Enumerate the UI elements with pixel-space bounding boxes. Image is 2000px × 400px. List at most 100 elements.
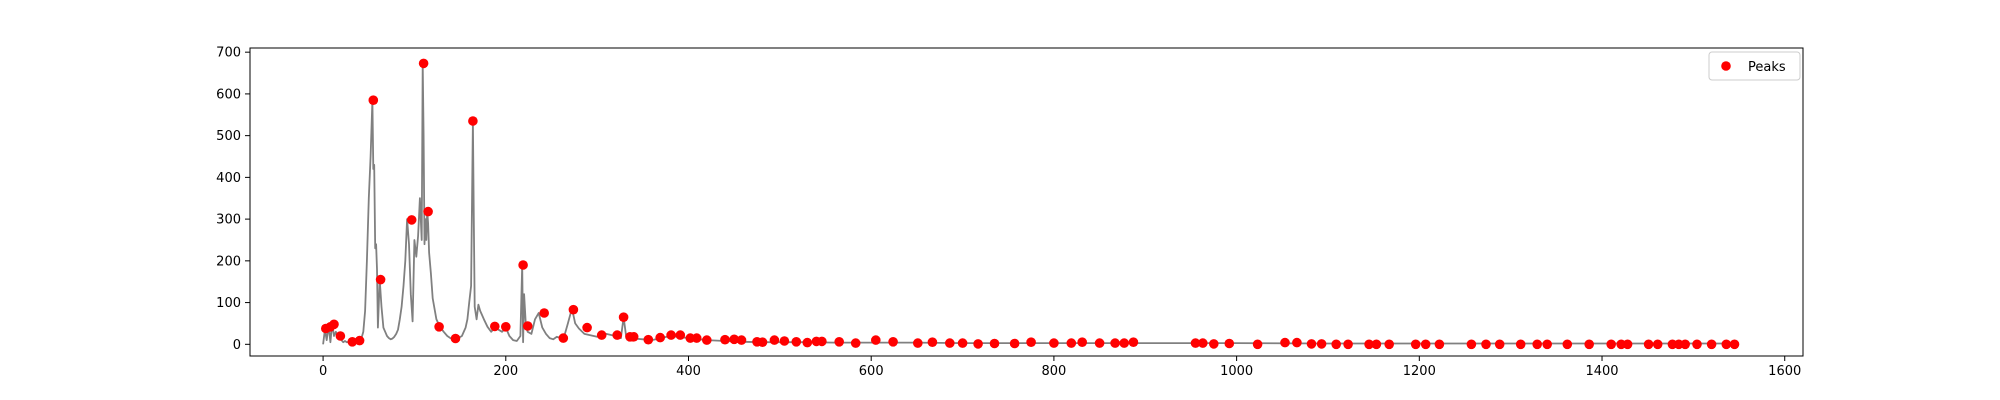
- peak-point: [1643, 339, 1654, 350]
- peak-point: [1420, 339, 1431, 350]
- peak-point: [1119, 338, 1129, 348]
- y-tick-label: 700: [216, 46, 241, 61]
- peak-point: [539, 308, 549, 318]
- peak-point: [490, 321, 500, 332]
- peak-point: [945, 338, 955, 348]
- peak-point: [1371, 339, 1382, 350]
- peak-point: [1316, 339, 1327, 349]
- peak-point: [643, 334, 654, 345]
- peak-point: [1410, 339, 1421, 350]
- x-tick-label: 0: [319, 364, 327, 379]
- peak-point: [1542, 339, 1552, 350]
- peak-point: [655, 332, 665, 343]
- peak-point: [1652, 339, 1663, 350]
- y-tick-label: 300: [216, 213, 241, 228]
- peak-point: [1680, 339, 1690, 350]
- peak-point: [1190, 338, 1201, 348]
- peak-point: [691, 333, 702, 343]
- peak-point: [518, 260, 528, 270]
- peak-point: [1009, 338, 1020, 349]
- peak-point: [1252, 339, 1263, 350]
- peak-point: [1622, 339, 1633, 350]
- peak-point: [1692, 339, 1702, 350]
- peak-point: [1364, 339, 1374, 350]
- y-tick-label: 600: [216, 87, 241, 102]
- axes: 0 200 400 600 800 1000 1200 1400 1600 0 100 200 300 4…: [216, 46, 1804, 379]
- peak-point: [375, 274, 386, 285]
- peak-point: [834, 337, 844, 347]
- peak-point: [1209, 339, 1219, 349]
- peak-point: [450, 333, 461, 344]
- peak-point: [329, 319, 339, 330]
- peak-point: [1077, 337, 1087, 348]
- peak-point: [468, 116, 478, 126]
- peak-point: [1128, 337, 1139, 348]
- peak-point: [1532, 339, 1542, 350]
- peak-point: [802, 337, 813, 348]
- peak-point: [1049, 338, 1059, 348]
- peak-point: [850, 338, 861, 348]
- peak-point: [558, 333, 569, 343]
- peak-point: [702, 335, 712, 345]
- peak-point: [675, 330, 686, 340]
- peak-point: [1466, 339, 1477, 350]
- peak-point: [1292, 337, 1302, 348]
- peak-point: [522, 321, 533, 331]
- peak-point: [368, 95, 379, 105]
- peak-point: [888, 337, 898, 347]
- peak-point: [729, 334, 739, 345]
- peak-point: [618, 312, 629, 323]
- peak-point: [501, 322, 511, 332]
- legend-peaks-marker: [1721, 61, 1731, 71]
- peak-point: [1331, 339, 1341, 350]
- y-tick-label: 400: [216, 171, 241, 186]
- series-line: [322, 62, 1735, 345]
- x-tick-label: 800: [1041, 364, 1066, 379]
- peak-point: [957, 338, 968, 348]
- peak-point: [434, 322, 444, 332]
- peak-point: [406, 215, 417, 225]
- peak-point: [927, 337, 938, 348]
- y-tick-label: 0: [233, 338, 241, 353]
- peak-point: [973, 339, 983, 349]
- peak-point: [1494, 339, 1505, 350]
- peak-point: [1066, 338, 1077, 348]
- legend-label: Peaks: [1748, 60, 1786, 75]
- peak-point: [628, 332, 639, 342]
- peak-point: [757, 337, 768, 348]
- peak-point: [769, 335, 780, 345]
- peak-point: [666, 330, 676, 340]
- peak-point: [1343, 339, 1353, 350]
- peak-point: [582, 322, 592, 333]
- peak-point: [568, 304, 579, 315]
- y-tick-label: 200: [216, 254, 241, 269]
- peak-point: [1026, 337, 1036, 348]
- peak-point: [1584, 339, 1594, 350]
- x-tick-label: 1200: [1403, 364, 1436, 379]
- peak-point: [1434, 339, 1445, 350]
- peak-point: [720, 334, 730, 345]
- peak-point: [1110, 338, 1120, 348]
- peak-point: [913, 338, 923, 348]
- peak-point: [1481, 339, 1491, 350]
- x-tick-label: 1000: [1220, 364, 1253, 379]
- peak-point: [1515, 339, 1526, 350]
- peak-point: [1224, 338, 1235, 349]
- x-tick-label: 200: [493, 364, 518, 379]
- peak-point: [1606, 339, 1616, 350]
- peak-point: [1198, 338, 1208, 348]
- peak-point: [1721, 339, 1732, 350]
- peak-point: [1306, 339, 1317, 349]
- peak-point: [1280, 337, 1290, 348]
- peak-point: [736, 335, 747, 345]
- y-tick-label: 100: [216, 296, 241, 311]
- peak-point: [335, 331, 346, 341]
- y-tick-label: 500: [216, 129, 241, 144]
- x-tick-label: 600: [859, 364, 884, 379]
- peak-point: [1706, 339, 1717, 350]
- peak-point: [817, 336, 827, 347]
- peak-point: [347, 337, 358, 347]
- legend-box: [1708, 51, 1801, 81]
